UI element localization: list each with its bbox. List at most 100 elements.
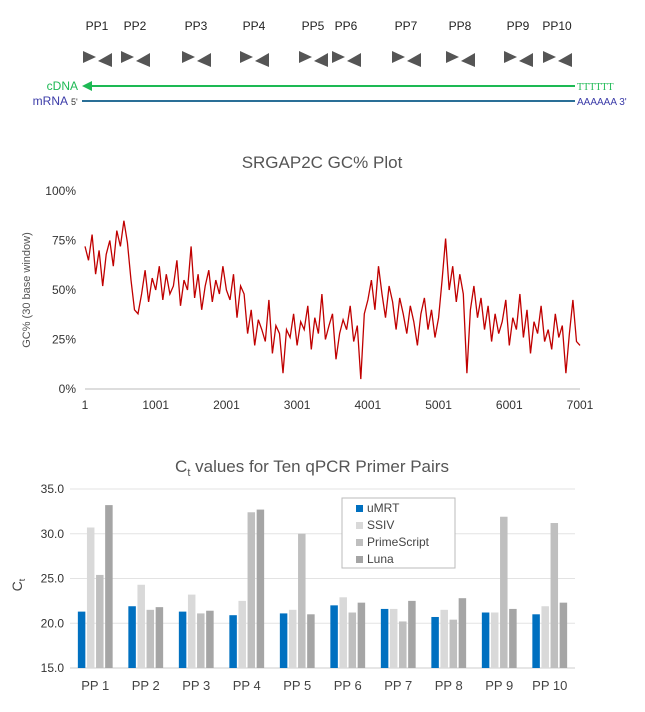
ct-bar-luna bbox=[559, 602, 568, 668]
ct-bar-umrt bbox=[532, 614, 540, 668]
ct-x-tick: PP 5 bbox=[283, 678, 311, 693]
ct-x-tick: PP 3 bbox=[182, 678, 210, 693]
legend-label: uMRT bbox=[367, 501, 400, 515]
forward-primer-arrow-icon bbox=[504, 51, 517, 63]
reverse-primer-arrow-icon bbox=[98, 53, 112, 67]
ct-bar-primescript bbox=[146, 609, 155, 668]
gc-series-line bbox=[84, 220, 581, 380]
ct-x-tick: PP 4 bbox=[233, 678, 261, 693]
gc-x-tick: 6001 bbox=[496, 398, 523, 412]
ct-bar-primescript bbox=[500, 516, 508, 668]
gc-x-tick: 4001 bbox=[355, 398, 382, 412]
ct-x-tick: PP 6 bbox=[334, 678, 362, 693]
ct-bar-luna bbox=[256, 509, 265, 668]
reverse-primer-arrow-icon bbox=[461, 53, 475, 67]
mrna-5prime: 5' bbox=[71, 97, 78, 107]
gc-x-tick: 1001 bbox=[142, 398, 169, 412]
forward-primer-arrow-icon bbox=[446, 51, 459, 63]
ct-bar-luna bbox=[105, 505, 113, 668]
legend-label: Luna bbox=[367, 552, 394, 566]
ct-chart-ylabel: Ct bbox=[9, 578, 27, 591]
ct-bar-ssiv bbox=[137, 584, 145, 668]
cdna-tail: TTTTTT bbox=[577, 82, 614, 93]
reverse-primer-arrow-icon bbox=[347, 53, 361, 67]
cdna-arrowhead-icon bbox=[82, 81, 92, 91]
ct-bar-umrt bbox=[178, 611, 187, 668]
mrna-label: mRNA bbox=[33, 94, 68, 108]
ct-y-tick: 25.0 bbox=[41, 572, 65, 586]
ct-bar-chart: 15.0 20.0 25.0 30.0 35.0 PP 1 PP 2 PP 3 PP 4 PP 5… bbox=[41, 482, 575, 693]
gc-plot-ylabel: GC% (30 base window) bbox=[21, 232, 33, 348]
gc-x-tick: 2001 bbox=[213, 398, 240, 412]
ct-bar-luna bbox=[155, 607, 164, 668]
ct-bar-ssiv bbox=[541, 606, 549, 668]
primer-pair-label: PP1 bbox=[86, 19, 109, 33]
ct-bar-primescript bbox=[550, 523, 559, 668]
ct-y-tick: 30.0 bbox=[41, 527, 65, 541]
ct-bar-luna bbox=[408, 600, 416, 668]
ct-bar-ssiv bbox=[339, 597, 347, 668]
ct-x-tick: PP 1 bbox=[81, 678, 109, 693]
ct-bar-umrt bbox=[128, 606, 136, 668]
gc-x-tick: 5001 bbox=[425, 398, 452, 412]
ct-legend: uMRT SSIV PrimeScript Luna bbox=[341, 497, 456, 569]
forward-primer-arrow-icon bbox=[240, 51, 253, 63]
reverse-primer-arrow-icon bbox=[314, 53, 328, 67]
ct-bar-primescript bbox=[348, 612, 357, 668]
ct-x-tick: PP 7 bbox=[384, 678, 412, 693]
ct-bar-primescript bbox=[449, 619, 458, 668]
gc-x-tick: 1 bbox=[82, 398, 89, 412]
legend-swatch-umrt bbox=[356, 505, 363, 512]
gc-x-tick: 7001 bbox=[567, 398, 594, 412]
forward-primer-arrow-icon bbox=[299, 51, 312, 63]
ct-bar-luna bbox=[357, 602, 366, 668]
ct-bar-umrt bbox=[330, 605, 338, 668]
ct-bar-umrt bbox=[431, 616, 439, 668]
gc-y-tick: 25% bbox=[52, 333, 76, 347]
gc-y-tick: 0% bbox=[59, 382, 77, 396]
ct-bar-umrt bbox=[380, 608, 389, 668]
reverse-primer-arrow-icon bbox=[519, 53, 533, 67]
ct-bar-luna bbox=[206, 610, 214, 668]
reverse-primer-arrow-icon bbox=[197, 53, 211, 67]
primer-pair-label: PP3 bbox=[185, 19, 208, 33]
legend-label: SSIV bbox=[367, 518, 394, 532]
ct-y-tick: 35.0 bbox=[41, 482, 65, 496]
ct-y-tick: 20.0 bbox=[41, 616, 65, 630]
ct-x-tick: PP 10 bbox=[532, 678, 567, 693]
ct-bar-primescript bbox=[298, 533, 306, 668]
ct-bar-ssiv bbox=[288, 609, 297, 668]
forward-primer-arrow-icon bbox=[332, 51, 345, 63]
ct-bar-ssiv bbox=[490, 612, 499, 668]
legend-swatch-ssiv bbox=[356, 522, 363, 529]
reverse-primer-arrow-icon bbox=[255, 53, 269, 67]
ct-bar-ssiv bbox=[440, 609, 448, 668]
gc-x-tick: 3001 bbox=[284, 398, 311, 412]
forward-primer-arrow-icon bbox=[121, 51, 134, 63]
ct-bar-umrt bbox=[77, 611, 86, 668]
cdna-label: cDNA bbox=[47, 79, 78, 93]
ct-bar-luna bbox=[458, 598, 467, 668]
forward-primer-arrow-icon bbox=[392, 51, 405, 63]
legend-label: PrimeScript bbox=[367, 535, 430, 549]
gc-y-tick: 100% bbox=[45, 184, 76, 198]
ct-bar-luna bbox=[307, 614, 315, 668]
ct-bar-umrt bbox=[279, 613, 288, 668]
gc-y-tick: 75% bbox=[52, 234, 76, 248]
ct-bar-primescript bbox=[247, 512, 256, 668]
ct-bar-ssiv bbox=[187, 594, 196, 668]
forward-primer-arrow-icon bbox=[182, 51, 195, 63]
primer-pair-label: PP8 bbox=[449, 19, 472, 33]
reverse-primer-arrow-icon bbox=[136, 53, 150, 67]
gc-plot: 0% 25% 50% 75% 100% 1 1001 2001 3001 4001 5001 6001… bbox=[45, 184, 593, 412]
ct-bar-ssiv bbox=[86, 527, 95, 668]
primer-pair-label: PP5 bbox=[302, 19, 325, 33]
ct-bar-umrt bbox=[229, 615, 237, 668]
ct-x-tick: PP 9 bbox=[485, 678, 513, 693]
primer-pair-label: PP7 bbox=[395, 19, 418, 33]
primer-pair-label: PP2 bbox=[124, 19, 147, 33]
ct-bar-luna bbox=[509, 608, 517, 668]
legend-swatch-luna bbox=[356, 556, 363, 563]
